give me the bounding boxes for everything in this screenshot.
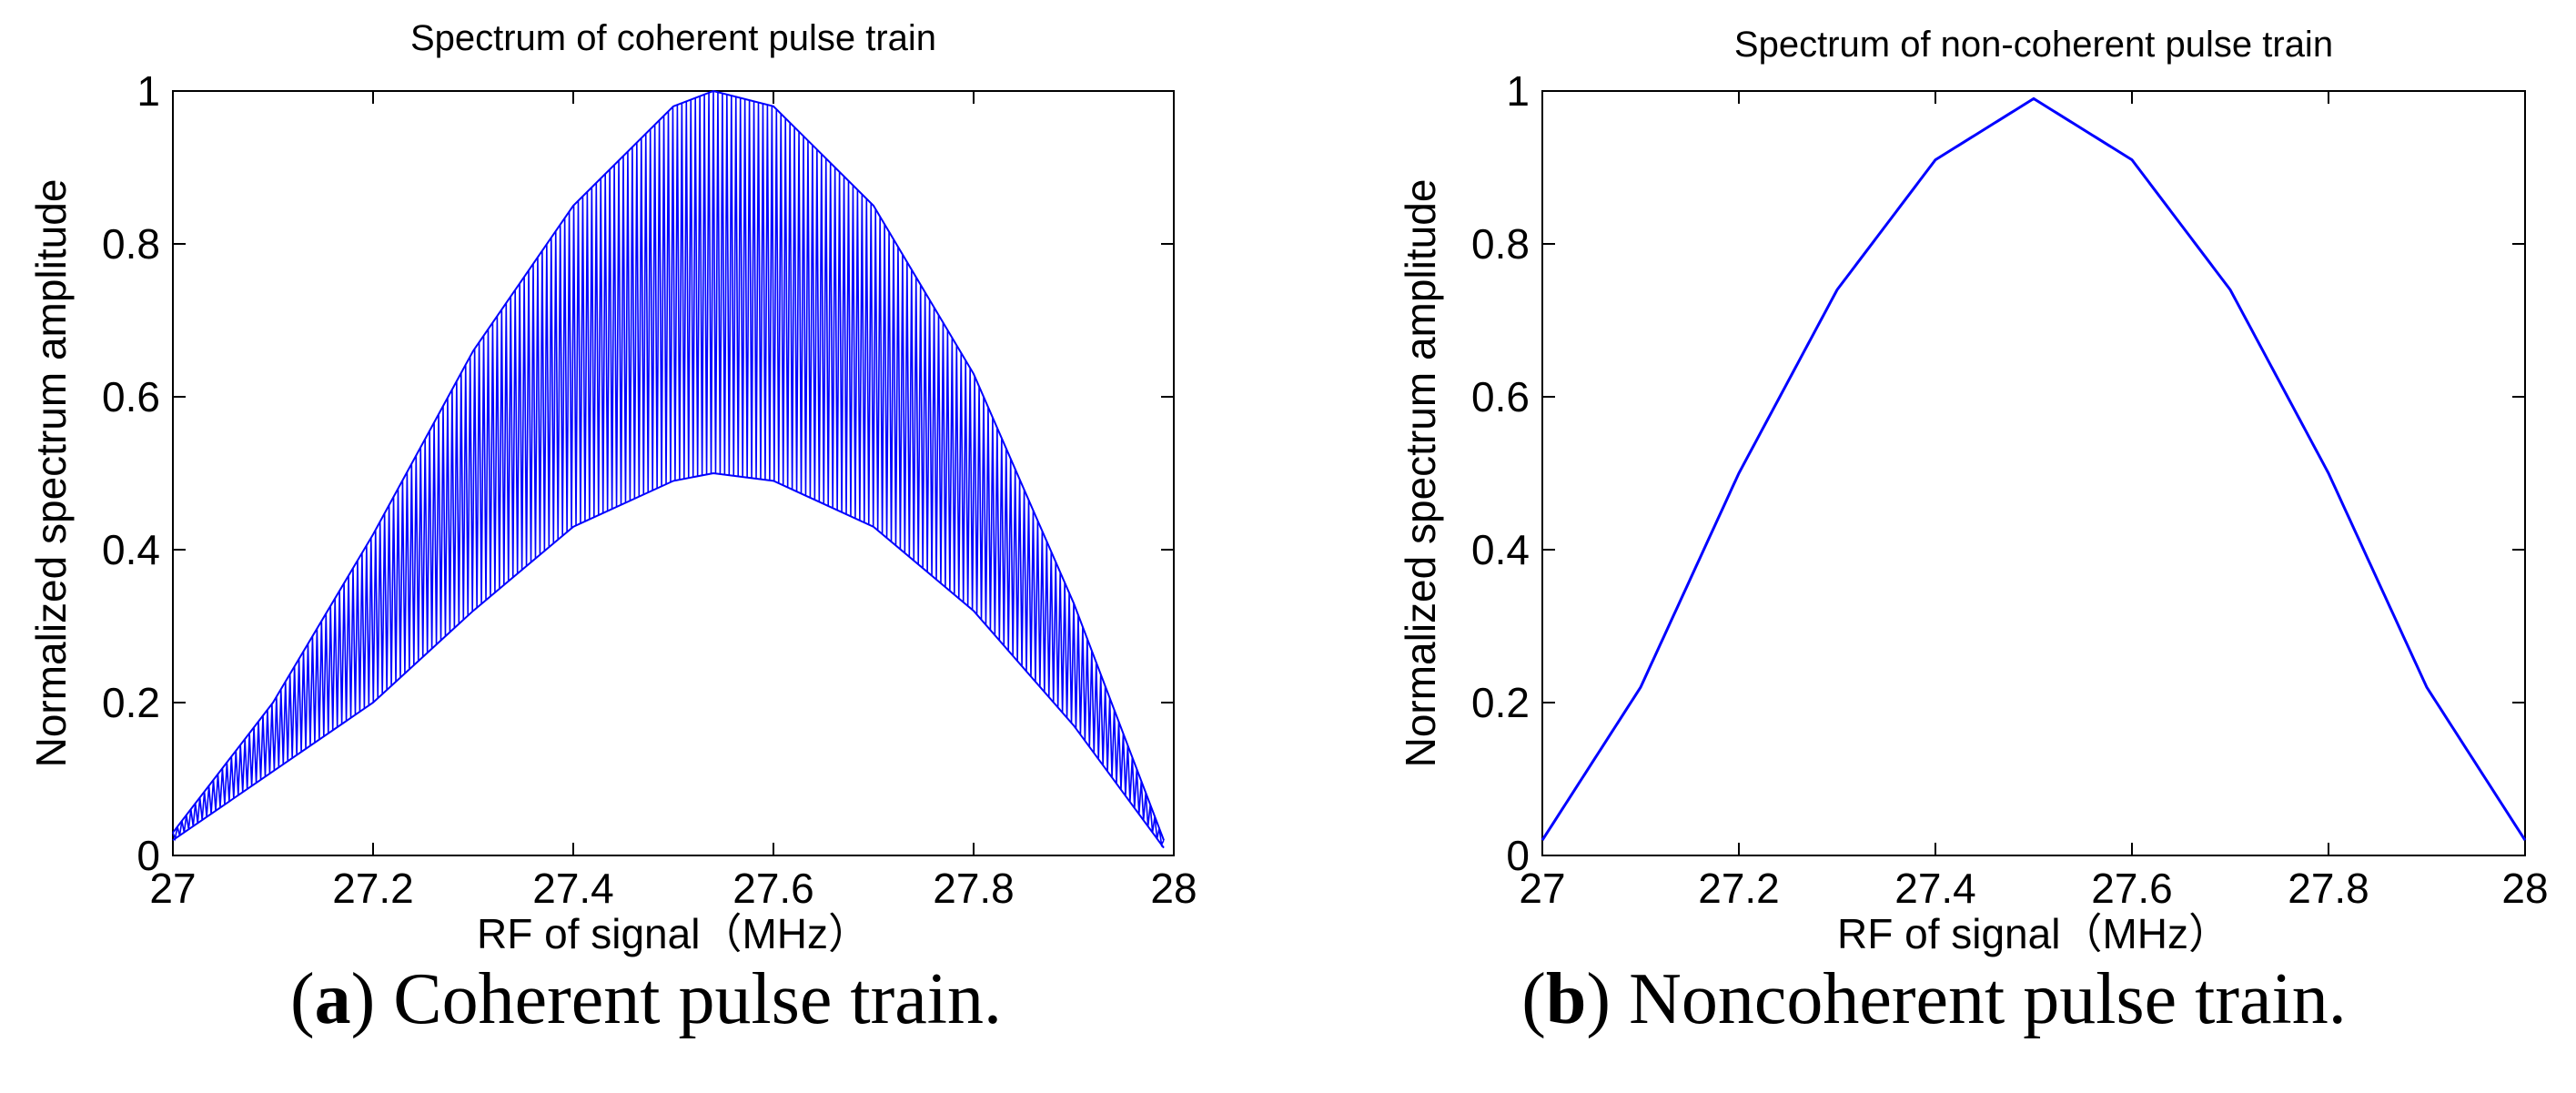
x-tick-label: 27.4 (1894, 865, 1976, 912)
y-tick-label: 0.4 (102, 526, 160, 573)
y-tick-label: 0 (1506, 832, 1530, 879)
chart-coherent: 27 27.2 27.4 27.6 27.8 28 0 0.2 0.4 0.6 0.8 1 Spectr… (27, 18, 1197, 957)
chart-noncoherent: 27 27.2 27.4 27.6 27.8 28 0 0.2 0.4 0.6 0.8 1 Spectr… (1397, 25, 2549, 957)
x-tick-label: 27.6 (2091, 865, 2173, 912)
series-line-spectrum (1541, 96, 2527, 842)
chart-title: Spectrum of non-coherent pulse train (1734, 25, 2333, 65)
y-tick-label: 0.8 (102, 220, 160, 268)
x-tick-label: 27.2 (1698, 865, 1780, 912)
y-tick-label: 0.6 (102, 373, 160, 420)
x-tick-label: 27.2 (332, 865, 414, 912)
plot-frame (172, 90, 1175, 856)
caption-a: (a) Coherent pulse train. (290, 959, 1002, 1039)
x-tick-label: 27.8 (2288, 865, 2369, 912)
y-tick-label: 0.8 (1471, 220, 1530, 268)
x-tick-label: 27 (1519, 865, 1565, 912)
x-tick-label: 27.6 (732, 865, 814, 912)
y-tick-label: 0.2 (102, 679, 160, 726)
x-tick-label: 27.4 (532, 865, 614, 912)
x-tick-label: 27 (149, 865, 196, 912)
y-axis-label: Normalized spectrum amplitude (1397, 179, 1444, 768)
caption-b: (b) Noncoherent pulse train. (1521, 959, 2347, 1039)
series-line-lower-envelope (172, 471, 1165, 849)
series-line-upper-envelope (172, 89, 1165, 841)
y-tick-label: 1 (136, 67, 160, 115)
x-tick-label: 28 (1150, 865, 1197, 912)
x-tick-label: 27.8 (933, 865, 1015, 912)
x-axis-label: RF of signal（MHz） (477, 910, 870, 957)
y-tick-label: 0.4 (1471, 526, 1530, 573)
x-axis-label: RF of signal（MHz） (1837, 910, 2230, 957)
y-tick-label: 0.6 (1471, 373, 1530, 420)
y-tick-label: 1 (1506, 67, 1530, 115)
y-tick-label: 0 (136, 832, 160, 879)
x-tick-label: 28 (2501, 865, 2548, 912)
chart-title: Spectrum of coherent pulse train (410, 18, 936, 58)
y-axis-label: Normalized spectrum amplitude (27, 179, 75, 768)
y-tick-label: 0.2 (1471, 679, 1530, 726)
plot-frame (1541, 90, 2526, 856)
